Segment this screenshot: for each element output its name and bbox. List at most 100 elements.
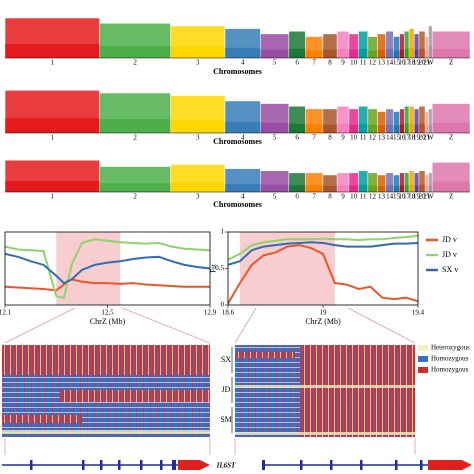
- chromosome-label: 6: [295, 59, 299, 67]
- chromosome-signal: [425, 175, 429, 192]
- genotype-label: Homozygous: [431, 355, 469, 363]
- chromosome-label: 8: [328, 59, 332, 67]
- chromosome-base: [5, 44, 100, 58]
- legend-label: JD v: [442, 250, 457, 259]
- chromosome-base: [349, 49, 359, 58]
- chromosome-signal: [386, 173, 394, 192]
- chromosome-base: [225, 183, 261, 192]
- legend-label: JD v: [442, 235, 457, 244]
- chromosome-base: [99, 119, 171, 133]
- chromosome-base: [368, 124, 377, 133]
- chromosome-signal: [399, 173, 404, 192]
- chromosome-base: [404, 185, 409, 192]
- chromosome-label: 7: [312, 59, 316, 67]
- chromosome-label: 10: [350, 59, 358, 67]
- chromosome-signal: [337, 173, 349, 192]
- y-tick-label: 0: [221, 301, 225, 309]
- chromosome-base: [425, 50, 429, 58]
- gene-label: IL6ST: [216, 462, 236, 470]
- chromosome-base: [377, 125, 386, 133]
- heatmap-left: [2, 345, 210, 437]
- chromosome-base: [99, 183, 171, 192]
- group-label: SX: [221, 355, 231, 364]
- chromosome-signal: [386, 31, 394, 58]
- chromosome-signal: [404, 106, 409, 133]
- chromosome-signal: [425, 36, 429, 58]
- chromosome-signal: [368, 109, 377, 133]
- chromosome-label: W: [427, 193, 434, 201]
- chromosome-label: 12: [369, 59, 377, 67]
- chromosome-base: [404, 48, 409, 58]
- chromosome-base: [386, 48, 394, 58]
- chromosome-label: 13: [378, 134, 386, 142]
- chromosome-base: [349, 185, 359, 192]
- chromosome-label: 8: [328, 193, 332, 201]
- chromosome-label: 17: [403, 193, 411, 201]
- chromosome-label: 21: [423, 134, 431, 142]
- chromosome-label: W: [427, 134, 434, 142]
- chromosome-signal: [386, 109, 394, 133]
- chromosome-signal: [419, 171, 425, 192]
- chromosome-label: 20: [418, 59, 426, 67]
- chromosome-base: [358, 184, 368, 192]
- chromosome-base: [428, 124, 432, 133]
- chromosome-signal: [377, 175, 386, 192]
- chromosome-label: 8: [328, 134, 332, 142]
- genotype-swatch: [418, 356, 428, 362]
- chromosome-label: 13: [378, 193, 386, 201]
- chromosome-label: 4: [241, 59, 245, 67]
- chromosome-base: [289, 48, 306, 58]
- chromosome-label: 3: [196, 59, 200, 67]
- chromosome-signal: [399, 34, 404, 58]
- x-axis-label: ChrZ (Mb): [90, 317, 126, 326]
- chromosome-signal: [358, 31, 368, 58]
- chromosome-base: [409, 123, 414, 133]
- chromosome-signal: [349, 109, 359, 133]
- chromosome-label: Z: [449, 193, 453, 201]
- chromosome-label: 16: [398, 59, 406, 67]
- chromosome-base: [419, 123, 425, 133]
- chromosome-label: 9: [341, 59, 345, 67]
- chromosome-signal: [428, 26, 432, 58]
- chromosome-base: [305, 50, 323, 58]
- chromosome-base: [399, 49, 404, 58]
- chromosome-label: 14: [386, 134, 394, 142]
- chromosome-label: 3: [196, 134, 200, 142]
- chromosome-label: 17: [403, 134, 411, 142]
- chromosome-label: 12: [369, 193, 377, 201]
- y-tick-label: 0.5: [215, 264, 224, 272]
- connectors: [4, 307, 416, 455]
- chromosome-signal: [349, 173, 359, 192]
- chromosome-signal: [419, 106, 425, 133]
- legend-label: SX v: [442, 265, 458, 274]
- chromosome-label: 14: [386, 193, 394, 201]
- chromosome-signal: [393, 36, 400, 58]
- chromosome-label: 16: [398, 134, 406, 142]
- chromosome-label: 2: [133, 193, 137, 201]
- chromosome-signal: [419, 31, 425, 58]
- chromosome-base: [260, 184, 289, 192]
- chromosome-base: [260, 122, 289, 133]
- chromosome-base: [425, 186, 429, 192]
- fst-line: [227, 234, 419, 261]
- y-axis-label: Fst: [210, 264, 218, 273]
- genotype-swatch: [418, 367, 428, 373]
- chromosome-label: 4: [241, 193, 245, 201]
- chromosome-signal: [337, 31, 349, 58]
- chromosome-signal: [428, 109, 432, 133]
- x-tick-label: 19.4: [412, 309, 425, 317]
- chromosome-base: [99, 45, 171, 58]
- x-axis-label: Chromosomes: [213, 200, 262, 209]
- chromosome-base: [432, 122, 470, 133]
- chromosome-signal: [377, 34, 386, 58]
- genotype-swatch: [418, 345, 428, 351]
- chromosome-signal: [428, 173, 432, 192]
- chromosome-base: [432, 181, 470, 192]
- chromosome-base: [170, 120, 225, 133]
- chromosome-signal: [409, 106, 414, 133]
- chromosome-label: 18: [408, 193, 416, 201]
- chromosome-signal: [377, 111, 386, 133]
- genotype-label: Heterozygous: [431, 344, 470, 352]
- chromosome-signal: [414, 173, 419, 192]
- fst-line: [4, 278, 210, 292]
